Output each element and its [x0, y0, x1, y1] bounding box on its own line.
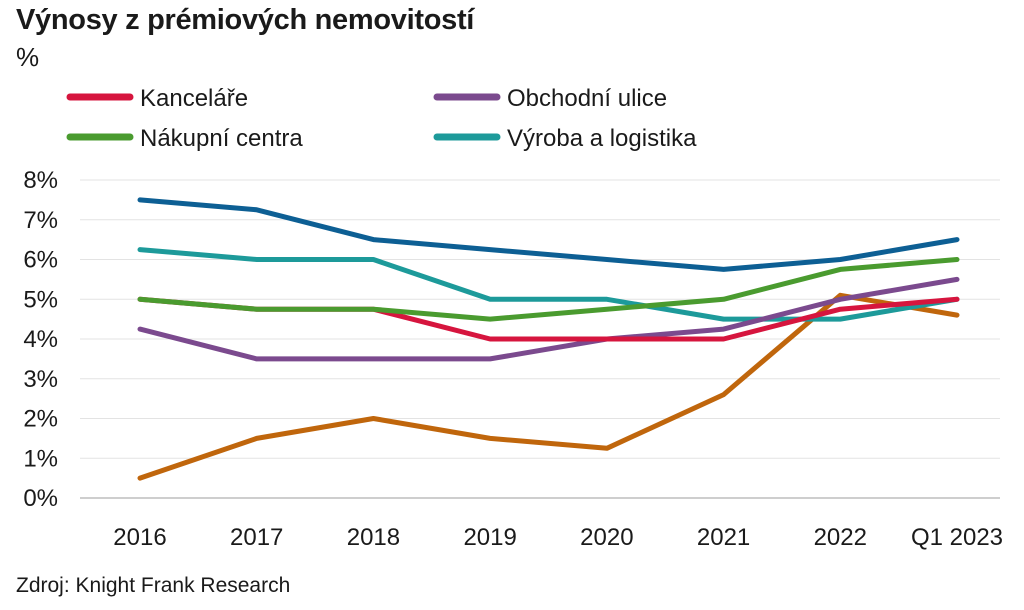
x-axis: 2016 2017 2018 2019 2020 2021 2022 Q1 2023	[113, 524, 1003, 551]
y-tick-label: 4%	[23, 326, 58, 353]
y-tick-label: 7%	[23, 207, 58, 234]
series-line	[137, 276, 960, 362]
source-note: Zdroj: Knight Frank Research	[16, 574, 291, 597]
y-axis: 0% 1% 2% 3% 4% 5% 6% 7% 8%	[23, 167, 58, 512]
series-line	[137, 292, 960, 481]
y-tick-label: 0%	[23, 485, 58, 512]
legend-label: Kanceláře	[140, 85, 248, 112]
x-tick-label: 2020	[580, 524, 633, 551]
series-lines	[137, 197, 960, 481]
x-tick-label: 2018	[347, 524, 400, 551]
line-chart: Kanceláře Obchodní ulice Nákupní centra Výr…	[23, 85, 1003, 551]
series-line	[137, 257, 960, 322]
x-tick-label: 2019	[463, 524, 516, 551]
chart-title: Výnosy z prémiových nemovitostí	[16, 4, 475, 36]
x-tick-label: Q1 2023	[911, 524, 1003, 551]
gridlines	[80, 179, 1000, 499]
y-tick-label: 8%	[23, 167, 58, 194]
x-tick-label: 2016	[113, 524, 166, 551]
y-tick-label: 5%	[23, 286, 58, 313]
legend-label: Obchodní ulice	[507, 85, 667, 112]
y-tick-label: 6%	[23, 247, 58, 274]
x-tick-label: 2022	[814, 524, 867, 551]
y-tick-label: 2%	[23, 406, 58, 433]
legend-label: Nákupní centra	[140, 125, 303, 152]
y-axis-unit: %	[16, 42, 40, 72]
y-tick-label: 1%	[23, 445, 58, 472]
y-tick-label: 3%	[23, 366, 58, 393]
x-tick-label: 2017	[230, 524, 283, 551]
legend-label: Výroba a logistika	[507, 125, 697, 152]
series-line	[137, 247, 960, 322]
x-tick-label: 2021	[697, 524, 750, 551]
series-line	[137, 197, 960, 272]
legend: Kanceláře Obchodní ulice Nákupní centra Výr…	[66, 85, 697, 152]
